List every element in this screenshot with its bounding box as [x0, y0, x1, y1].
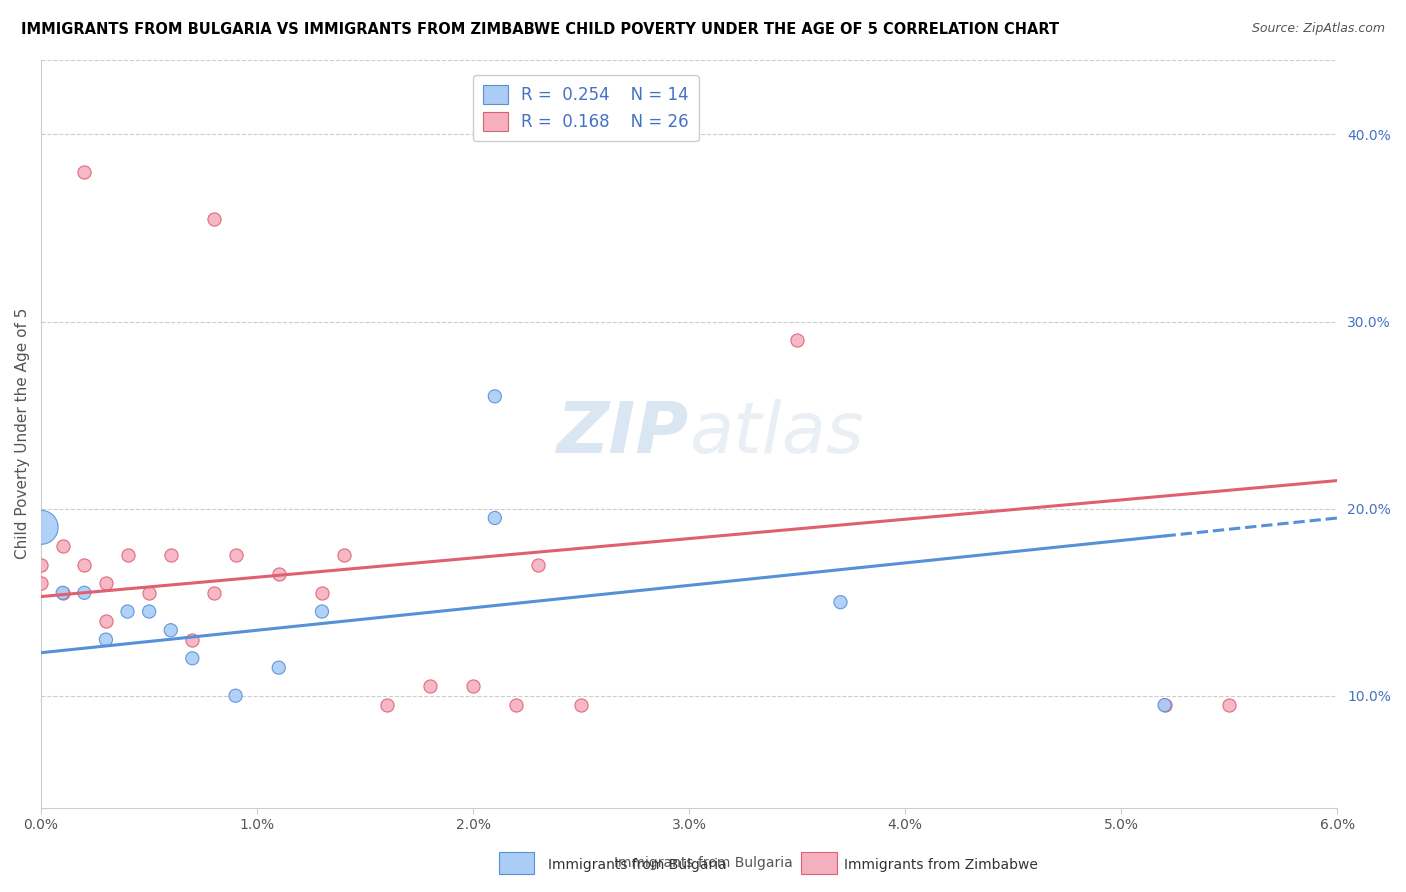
Point: [159, 549, 181, 563]
Text: Immigrants from Zimbabwe: Immigrants from Zimbabwe: [844, 858, 1038, 872]
Point: [52, 539, 75, 553]
Text: Source: ZipAtlas.com: Source: ZipAtlas.com: [1251, 22, 1385, 36]
Point: [786, 333, 808, 347]
Point: [52, 586, 75, 600]
Point: [527, 558, 550, 572]
Point: [138, 586, 160, 600]
Point: [267, 660, 290, 674]
Point: [419, 679, 441, 693]
Point: [94, 632, 117, 647]
Point: [225, 689, 247, 703]
Point: [73, 558, 96, 572]
Point: [159, 624, 181, 638]
Text: Immigrants from Bulgaria: Immigrants from Bulgaria: [548, 858, 727, 872]
Legend: R =  0.254    N = 14, R =  0.168    N = 26: R = 0.254 N = 14, R = 0.168 N = 26: [472, 76, 699, 141]
Point: [30, 520, 52, 534]
Text: ZIP: ZIP: [557, 400, 689, 468]
Text: atlas: atlas: [689, 400, 863, 468]
Point: [202, 586, 225, 600]
Point: [267, 567, 290, 582]
Y-axis label: Child Poverty Under the Age of 5: Child Poverty Under the Age of 5: [15, 308, 30, 559]
Point: [94, 614, 117, 628]
Point: [1153, 698, 1175, 712]
Point: [181, 632, 204, 647]
Text: Immigrants from Bulgaria: Immigrants from Bulgaria: [613, 855, 793, 870]
Point: [30, 576, 52, 591]
Point: [94, 576, 117, 591]
Point: [463, 679, 485, 693]
Point: [311, 586, 333, 600]
Point: [202, 211, 225, 226]
Point: [830, 595, 852, 609]
Point: [138, 605, 160, 619]
Point: [73, 165, 96, 179]
Point: [569, 698, 592, 712]
Point: [505, 698, 527, 712]
Point: [30, 558, 52, 572]
Point: [311, 605, 333, 619]
Point: [484, 511, 506, 525]
Point: [375, 698, 398, 712]
Point: [52, 586, 75, 600]
Point: [332, 549, 354, 563]
Point: [484, 389, 506, 403]
Point: [117, 549, 139, 563]
Point: [1218, 698, 1240, 712]
Point: [181, 651, 204, 665]
Point: [1153, 698, 1175, 712]
Point: [73, 586, 96, 600]
Text: IMMIGRANTS FROM BULGARIA VS IMMIGRANTS FROM ZIMBABWE CHILD POVERTY UNDER THE AGE: IMMIGRANTS FROM BULGARIA VS IMMIGRANTS F…: [21, 22, 1059, 37]
Point: [225, 549, 247, 563]
Point: [117, 605, 139, 619]
